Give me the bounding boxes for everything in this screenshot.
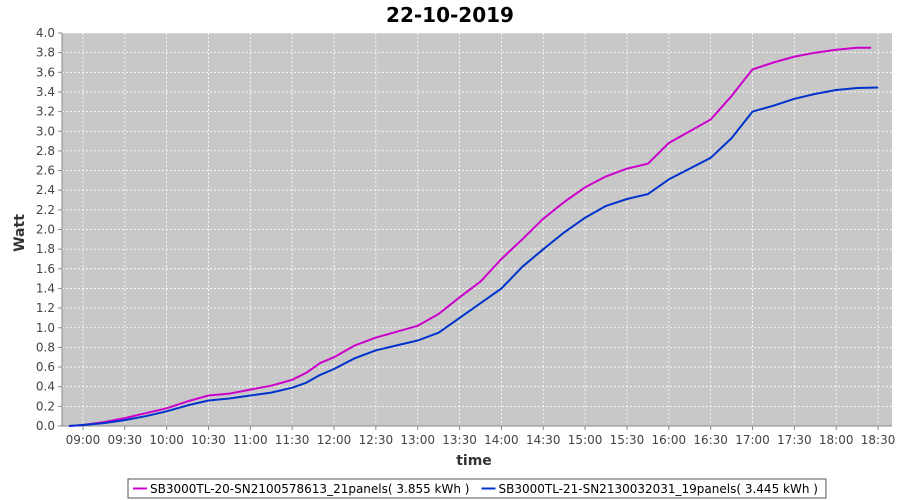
x-tick-label: 16:00 [652,433,687,447]
y-tick-label: 1.8 [36,242,55,256]
legend-box [127,478,827,499]
y-tick-label: 1.2 [36,301,55,315]
x-tick-label: 15:00 [568,433,603,447]
x-tick-label: 11:30 [275,433,310,447]
x-tick-label: 09:00 [66,433,101,447]
y-tick-label: 0.8 [36,340,55,354]
x-tick-label: 10:00 [149,433,184,447]
x-tick-label: 16:30 [693,433,728,447]
x-tick-label: 14:30 [526,433,561,447]
x-tick-label: 15:30 [610,433,645,447]
chart-title: 22-10-2019 [386,3,514,27]
legend-label: SB3000TL-20-SN2100578613_21panels( 3.855… [150,482,469,496]
legend-label: SB3000TL-21-SN2130032031_19panels( 3.445… [498,482,817,496]
y-tick-label: 0.0 [36,419,55,433]
x-tick-label: 18:00 [819,433,854,447]
y-tick-label: 1.0 [36,321,55,335]
grid [62,32,892,427]
axes: 0.0 0.2 0.4 0.6 0.8 1.0 1.2 1.4 1.6 1.8 2.0 2.2 2.4 2… [36,26,895,447]
series-line-2 [68,86,879,427]
y-tick-label: 0.2 [36,399,55,413]
plot-area [62,33,892,426]
x-tick-label: 13:00 [400,433,435,447]
y-tick-label: 2.4 [36,183,55,197]
y-tick-label: 2.2 [36,203,55,217]
x-tick-label: 13:30 [442,433,477,447]
x-tick-label: 11:00 [233,433,268,447]
x-axis-label: time [456,453,492,469]
y-tick-label: 3.2 [36,105,55,119]
y-tick-label: 4.0 [36,26,55,40]
y-tick-label: 1.4 [36,281,55,295]
x-tick-label: 12:30 [359,433,394,447]
y-tick-label: 3.4 [36,85,55,99]
x-tick-label: 10:30 [191,433,226,447]
series-line-1 [68,46,872,427]
legend: SB3000TL-20-SN2100578613_21panels( 3.855… [127,478,827,499]
y-tick-label: 0.6 [36,360,55,374]
y-axis-label: Watt [12,214,28,252]
x-tick-label: 18:30 [861,433,896,447]
x-tick-label: 14:00 [484,433,519,447]
y-tick-label: 3.8 [36,46,55,60]
y-tick-label: 3.0 [36,124,55,138]
y-tick-label: 1.6 [36,262,55,276]
series-layer [68,46,879,427]
x-tick-label: 12:00 [317,433,352,447]
y-tick-label: 3.6 [36,65,55,79]
x-tick-label: 17:30 [777,433,812,447]
y-tick-label: 2.8 [36,144,55,158]
x-tick-label: 09:30 [107,433,142,447]
y-tick-label: 2.6 [36,164,55,178]
y-tick-label: 0.4 [36,380,55,394]
y-tick-label: 2.0 [36,223,55,237]
x-tick-label: 17:00 [735,433,770,447]
